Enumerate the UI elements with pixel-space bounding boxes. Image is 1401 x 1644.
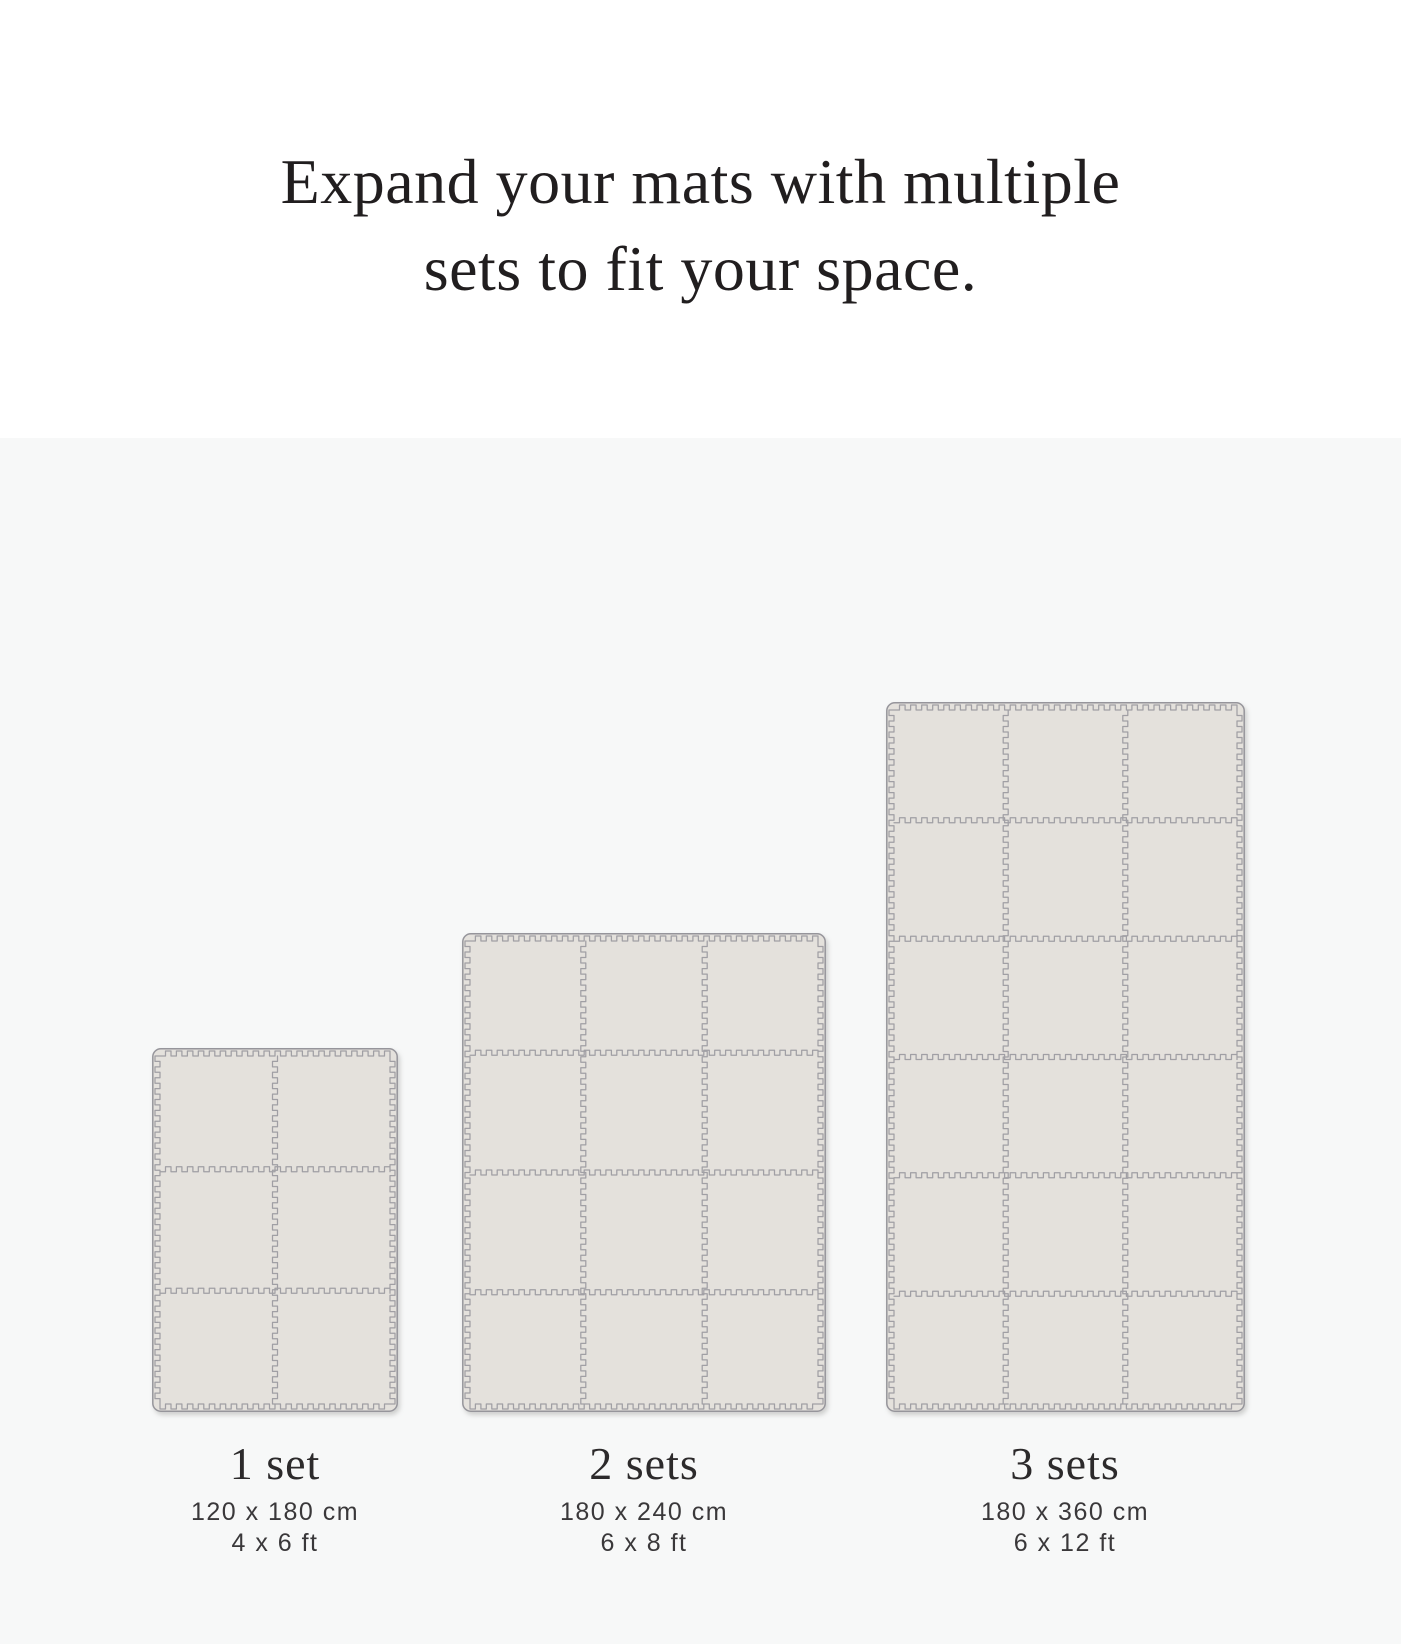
hero-section: Expand your mats with multiple sets to f… (0, 0, 1401, 438)
caption-1-set: 1 set 120 x 180 cm 4 x 6 ft (115, 1438, 435, 1560)
mat-illustration-3-sets (886, 702, 1245, 1412)
page-title-line1: Expand your mats with multiple (280, 146, 1121, 217)
mat-size-comparison: 1 set 120 x 180 cm 4 x 6 ft 2 sets 180 x… (0, 438, 1401, 1644)
caption-2-sets: 2 sets 180 x 240 cm 6 x 8 ft (484, 1438, 804, 1560)
mat-illustration-2-sets (462, 933, 826, 1412)
set-count-label: 1 set (229, 1438, 321, 1489)
caption-3-sets: 3 sets 180 x 360 cm 6 x 12 ft (905, 1438, 1225, 1560)
mat-illustration-1-set (152, 1048, 398, 1412)
dimensions-ft: 6 x 8 ft (600, 1529, 688, 1558)
set-count-label: 3 sets (1010, 1438, 1120, 1489)
tile-seams (888, 704, 1243, 1410)
page-title-line2: sets to fit your space. (423, 233, 978, 305)
dimensions-ft: 6 x 12 ft (1013, 1529, 1117, 1558)
dimensions-cm: 120 x 180 cm (190, 1497, 360, 1526)
dimensions-cm: 180 x 360 cm (980, 1497, 1150, 1526)
dimensions-ft: 4 x 6 ft (231, 1529, 319, 1558)
set-count-label: 2 sets (589, 1438, 699, 1489)
tile-seams (154, 1050, 396, 1410)
tile-seams (464, 935, 824, 1410)
dimensions-cm: 180 x 240 cm (559, 1497, 729, 1526)
page-title: Expand your mats with multiple sets to f… (0, 0, 1401, 312)
